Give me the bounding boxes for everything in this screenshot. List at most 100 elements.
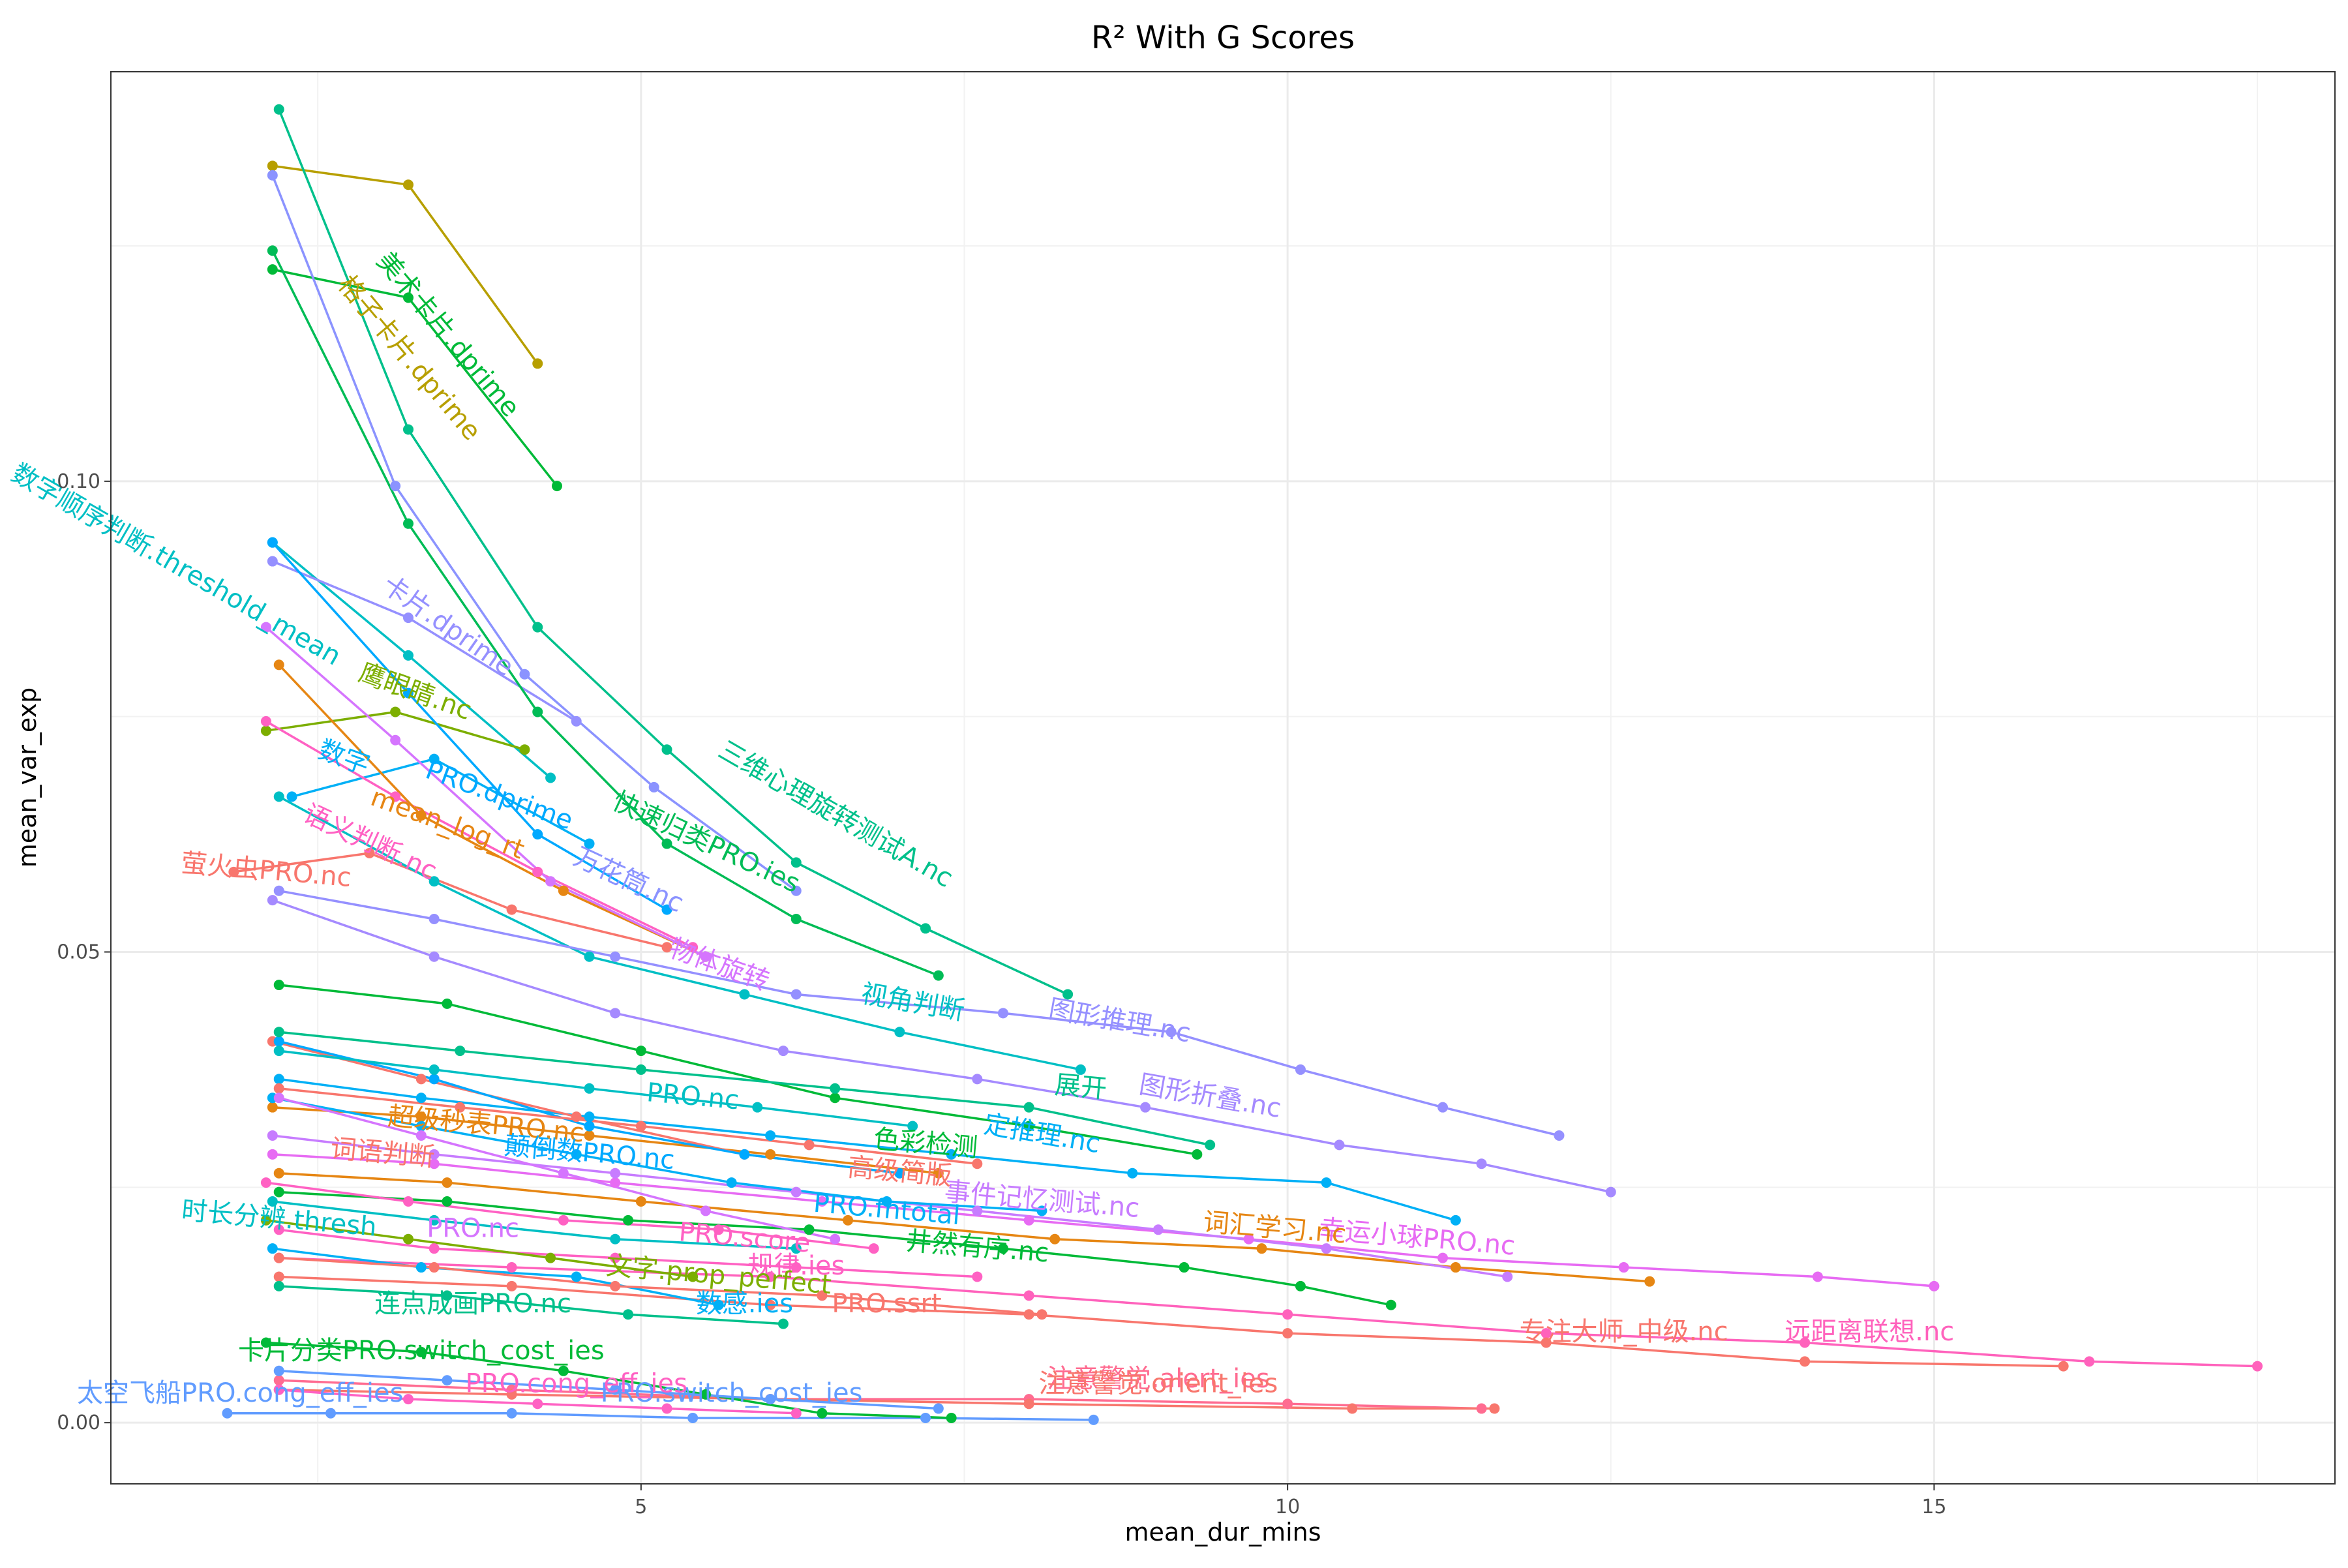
data-point <box>429 1064 440 1075</box>
series-line <box>272 1247 719 1306</box>
series-label: 注意警觉.alert_ies <box>1047 1364 1270 1394</box>
data-point <box>830 1083 841 1094</box>
grid-minor <box>111 72 2335 1484</box>
data-point <box>267 537 278 548</box>
data-point <box>442 1196 453 1207</box>
data-point <box>267 245 278 256</box>
data-point <box>635 1064 646 1075</box>
data-point <box>726 1177 737 1188</box>
data-point <box>739 989 750 1000</box>
data-point <box>1321 1243 1332 1254</box>
data-point <box>817 1196 828 1207</box>
data-point <box>1295 1280 1306 1291</box>
series-line <box>278 984 1197 1156</box>
data-point <box>933 970 944 981</box>
data-point <box>273 1271 284 1282</box>
series-points <box>222 104 2263 1425</box>
series-line <box>278 1388 1495 1410</box>
data-point <box>1023 1290 1034 1301</box>
data-point <box>1282 1309 1293 1320</box>
data-point <box>700 1389 711 1400</box>
data-point <box>273 1252 284 1263</box>
data-point <box>610 1252 621 1263</box>
series-line <box>271 250 939 977</box>
y-tick-label: 0.10 <box>57 470 100 493</box>
data-point <box>920 1412 931 1423</box>
series-line <box>278 1031 1211 1147</box>
data-point <box>1541 1337 1552 1348</box>
data-point <box>519 744 530 755</box>
data-point <box>429 876 440 887</box>
plot-border <box>110 71 2336 1485</box>
data-point <box>273 885 284 896</box>
data-point <box>584 1121 595 1132</box>
series-line <box>278 664 706 958</box>
chart-title: R² With G Scores <box>1091 20 1355 56</box>
data-point <box>286 791 297 802</box>
data-point <box>390 791 401 802</box>
data-point <box>545 1252 556 1263</box>
data-point <box>790 857 802 868</box>
data-point <box>545 772 556 783</box>
data-point <box>1036 1205 1047 1216</box>
data-point <box>506 1408 517 1419</box>
data-point <box>661 838 672 849</box>
series-label: 连点成画PRO.nc <box>374 1289 571 1319</box>
data-point <box>1088 1414 1099 1425</box>
data-point <box>1347 1403 1358 1414</box>
data-point <box>997 1243 1008 1254</box>
data-point <box>1243 1233 1254 1244</box>
y-axis-ticks: 0.00 0.05 0.10 <box>57 470 111 1434</box>
data-point <box>506 1262 517 1273</box>
data-point <box>429 1074 440 1085</box>
series-line <box>278 1379 1482 1410</box>
data-point <box>584 1083 595 1094</box>
data-point <box>273 1027 284 1038</box>
data-point <box>442 1290 453 1301</box>
data-point <box>790 885 802 896</box>
series-label: 展开 <box>1053 1070 1108 1104</box>
y-axis-title: mean_var_exp <box>13 687 42 867</box>
data-point <box>532 829 543 840</box>
series-line <box>278 1190 1392 1306</box>
data-point <box>1295 1064 1306 1075</box>
data-point <box>402 424 414 435</box>
data-point <box>713 1299 724 1310</box>
data-point <box>648 781 659 792</box>
data-point <box>325 1408 337 1419</box>
data-point <box>402 1233 414 1244</box>
data-point <box>273 1074 284 1085</box>
data-point <box>415 1093 427 1104</box>
data-point <box>273 1375 284 1386</box>
data-point <box>267 1130 278 1141</box>
data-point <box>260 1337 271 1348</box>
series-line <box>278 1078 1456 1222</box>
data-point <box>661 1403 672 1414</box>
data-point <box>790 1408 802 1419</box>
data-point <box>402 292 414 303</box>
data-point <box>1334 1139 1345 1151</box>
data-point <box>790 1186 802 1198</box>
series-label: PRO.ssrt <box>832 1289 941 1319</box>
data-point <box>442 1177 453 1188</box>
data-point <box>661 904 672 915</box>
series-label: 远距离联想.nc <box>1784 1317 1954 1347</box>
data-point <box>1450 1214 1461 1226</box>
data-point <box>551 481 562 492</box>
data-point <box>273 980 284 991</box>
data-point <box>790 914 802 924</box>
x-tick-label: 5 <box>635 1496 647 1518</box>
data-point <box>222 1408 233 1419</box>
data-point <box>1023 1309 1034 1320</box>
data-point <box>267 1149 278 1160</box>
data-point <box>571 716 582 727</box>
data-point <box>267 1102 278 1113</box>
data-point <box>429 1214 440 1226</box>
data-point <box>817 1408 828 1419</box>
data-point <box>506 904 517 915</box>
data-point <box>881 1196 892 1207</box>
data-point <box>532 358 543 369</box>
data-point <box>267 1243 278 1254</box>
data-point <box>804 1224 815 1235</box>
